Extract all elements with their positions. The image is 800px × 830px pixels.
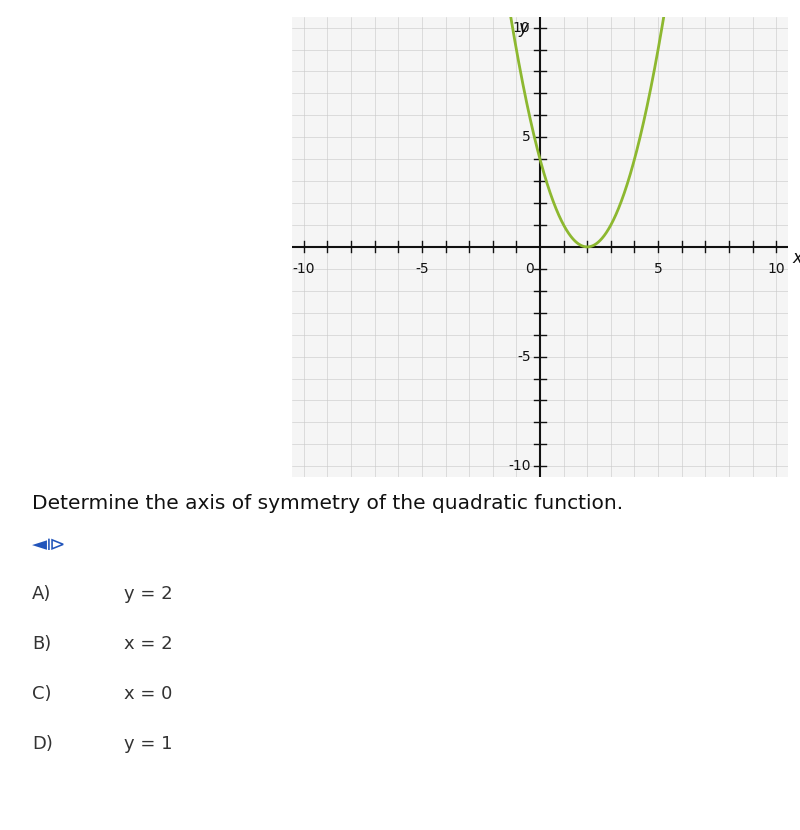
Text: A): A) bbox=[32, 585, 51, 603]
Text: -5: -5 bbox=[517, 349, 530, 364]
Text: x = 0: x = 0 bbox=[124, 685, 172, 703]
Text: x: x bbox=[793, 249, 800, 267]
Text: ◄⧐: ◄⧐ bbox=[32, 535, 66, 554]
Text: 5: 5 bbox=[522, 130, 530, 144]
Text: 10: 10 bbox=[767, 262, 785, 276]
Text: y: y bbox=[518, 18, 528, 37]
Text: y = 2: y = 2 bbox=[124, 585, 173, 603]
Text: 0: 0 bbox=[526, 262, 534, 276]
Text: Determine the axis of symmetry of the quadratic function.: Determine the axis of symmetry of the qu… bbox=[32, 494, 623, 513]
Text: B): B) bbox=[32, 635, 51, 653]
Text: x = 2: x = 2 bbox=[124, 635, 173, 653]
Text: D): D) bbox=[32, 735, 53, 753]
Text: -10: -10 bbox=[293, 262, 315, 276]
Text: -5: -5 bbox=[415, 262, 429, 276]
Text: y = 1: y = 1 bbox=[124, 735, 173, 753]
Text: C): C) bbox=[32, 685, 51, 703]
Text: -10: -10 bbox=[508, 459, 530, 473]
Text: 10: 10 bbox=[513, 21, 530, 35]
Text: 5: 5 bbox=[654, 262, 662, 276]
